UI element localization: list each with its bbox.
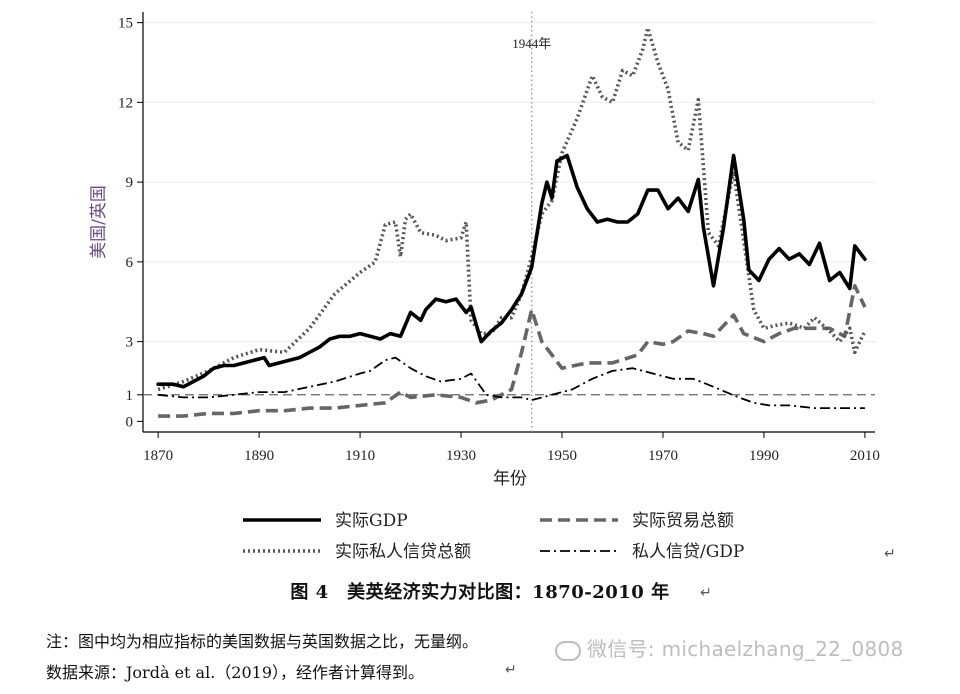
x-tick-label: 1890 xyxy=(244,448,274,464)
chart: 0 1 3 6 9 12 15 1870 1890 1910 1930 1950 1970 1990 20… xyxy=(89,12,880,562)
x-ticks: 1870 1890 1910 1930 1950 1970 1990 2010 xyxy=(143,432,880,464)
annotation-label: 1944年 xyxy=(512,36,551,51)
series-line-dotted xyxy=(157,26,867,392)
paragraph-mark: ↵ xyxy=(700,585,712,601)
figure-caption: 图 4 美英经济实力对比图：1870-2010 年 xyxy=(290,582,670,603)
x-tick-label: 1970 xyxy=(648,448,678,464)
x-tick-label: 1930 xyxy=(446,448,476,464)
grid-lines xyxy=(143,22,875,343)
series-lines xyxy=(156,26,867,418)
x-tick-label: 1870 xyxy=(143,448,173,464)
y-tick-label: 12 xyxy=(118,95,133,111)
y-tick-label: 1 xyxy=(126,388,134,404)
x-tick-label: 1990 xyxy=(749,448,779,464)
series-line-solid xyxy=(156,153,867,389)
legend-label: 实际私人信贷总额 xyxy=(335,542,471,562)
y-ticks: 0 1 3 6 9 12 15 xyxy=(118,16,143,430)
x-axis-title: 年份 xyxy=(493,469,527,489)
paragraph-mark: ↵ xyxy=(884,546,896,562)
legend-label: 实际贸易总额 xyxy=(632,511,734,531)
y-tick-label: 9 xyxy=(126,175,134,191)
series-line-dash-dot xyxy=(158,356,865,409)
watermark: 微信号: michaelzhang_22_0808 xyxy=(555,633,904,662)
note-line-2: 数据来源：Jordà et al.（2019），经作者计算得到。 xyxy=(46,663,425,682)
x-tick-label: 1950 xyxy=(547,448,577,464)
series-line-dashed xyxy=(158,284,867,418)
legend-label: 实际GDP xyxy=(335,511,408,531)
annotation-1944: 1944年 xyxy=(512,12,551,432)
legend-label: 私人信贷/GDP xyxy=(632,542,744,562)
y-axis-title: 美国/英国 xyxy=(89,185,109,259)
note-line-1: 注：图中均为相应指标的美国数据与英国数据之比，无量纲。 xyxy=(46,632,479,651)
y-tick-label: 6 xyxy=(126,255,134,271)
watermark-text: 微信号: michaelzhang_22_0808 xyxy=(587,637,904,661)
y-tick-label: 0 xyxy=(126,414,134,430)
y-tick-label: 15 xyxy=(118,16,133,32)
x-tick-label: 2010 xyxy=(850,448,880,464)
wechat-icon xyxy=(555,640,581,661)
y-tick-label: 3 xyxy=(126,335,134,351)
x-tick-label: 1910 xyxy=(345,448,375,464)
paragraph-mark: ↵ xyxy=(505,662,517,678)
